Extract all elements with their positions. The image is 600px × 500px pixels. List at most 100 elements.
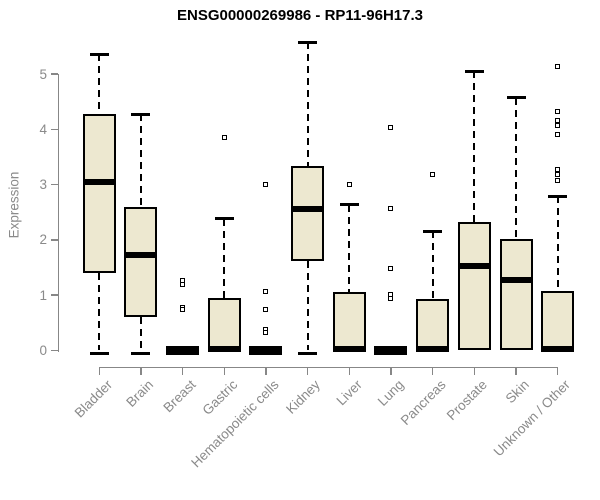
x-axis-label-skin: Skin bbox=[502, 377, 532, 407]
x-axis-tick bbox=[140, 368, 142, 375]
box-unknown-other bbox=[541, 290, 575, 351]
y-axis-tick-label: 0 bbox=[39, 343, 47, 358]
x-axis-label-gastric: Gastric bbox=[199, 377, 240, 418]
y-axis-tick-label: 1 bbox=[39, 287, 47, 303]
upper-whisker-bladder bbox=[98, 54, 101, 115]
median-gastric bbox=[207, 345, 241, 352]
outlier-liver bbox=[346, 182, 352, 188]
x-axis-tick bbox=[98, 368, 101, 375]
x-axis-tick bbox=[181, 368, 184, 375]
y-axis-tick bbox=[50, 128, 58, 131]
upper-whisker-cap-pancreas bbox=[423, 229, 443, 233]
upper-whisker-cap-gastric bbox=[214, 217, 234, 221]
x-axis-tick bbox=[306, 368, 309, 375]
x-axis-label-bladder: Bladder bbox=[71, 377, 115, 421]
x-axis-tick bbox=[390, 368, 392, 375]
median-pancreas bbox=[416, 345, 450, 352]
x-axis-label-lung: Lung bbox=[374, 377, 407, 409]
x-axis-tick bbox=[515, 368, 517, 375]
outlier-breast bbox=[180, 282, 186, 288]
box-gastric bbox=[207, 297, 241, 351]
median-unknown-other bbox=[541, 345, 575, 352]
box-brain bbox=[124, 206, 158, 318]
upper-whisker-gastric bbox=[223, 218, 226, 298]
upper-whisker-liver bbox=[348, 204, 351, 293]
median-brain bbox=[124, 252, 158, 259]
y-axis-tick-label: 4 bbox=[39, 121, 47, 137]
outlier-unknown-other bbox=[555, 109, 561, 115]
median-liver bbox=[332, 345, 366, 352]
median-prostate bbox=[457, 263, 491, 270]
box-pancreas bbox=[416, 299, 450, 351]
outlier-lung bbox=[388, 265, 394, 271]
x-axis-tick bbox=[223, 368, 226, 375]
upper-whisker-cap-liver bbox=[339, 203, 359, 206]
x-axis-label-unknown-other: Unknown / Other bbox=[491, 377, 574, 460]
x-axis-label-breast: Breast bbox=[160, 377, 199, 416]
lower-whisker-cap-bladder bbox=[89, 352, 109, 355]
upper-whisker-cap-brain bbox=[131, 112, 151, 116]
y-axis-tick-label: 3 bbox=[39, 177, 47, 193]
box-prostate bbox=[457, 221, 491, 351]
median-bladder bbox=[82, 179, 116, 186]
outlier-unknown-other bbox=[555, 117, 561, 123]
upper-whisker-unknown-other bbox=[556, 196, 559, 291]
x-axis-label-prostate: Prostate bbox=[443, 377, 490, 424]
upper-whisker-prostate bbox=[473, 71, 476, 222]
outlier-lung bbox=[388, 296, 394, 302]
outlier-hematopoietic-cells bbox=[263, 306, 269, 312]
upper-whisker-pancreas bbox=[431, 231, 434, 300]
lower-whisker-cap-kidney bbox=[298, 352, 318, 355]
outlier-hematopoietic-cells bbox=[263, 289, 269, 295]
y-axis-tick bbox=[50, 294, 58, 296]
outlier-hematopoietic-cells bbox=[263, 182, 269, 188]
upper-whisker-cap-bladder bbox=[89, 52, 109, 56]
chart-title: ENSG00000269986 - RP11-96H17.3 bbox=[176, 7, 423, 24]
median-breast bbox=[166, 346, 200, 353]
lower-whisker-brain bbox=[139, 317, 142, 351]
upper-whisker-brain bbox=[139, 114, 142, 207]
outlier-unknown-other bbox=[555, 166, 561, 172]
outlier-breast bbox=[180, 307, 186, 313]
upper-whisker-cap-skin bbox=[506, 96, 526, 100]
x-axis-tick bbox=[556, 368, 559, 375]
x-axis-label-kidney: Kidney bbox=[283, 377, 324, 417]
outlier-unknown-other bbox=[555, 172, 561, 178]
outlier-lung bbox=[388, 206, 394, 212]
y-axis-tick-label: 5 bbox=[39, 66, 47, 82]
y-axis-tick bbox=[50, 349, 58, 352]
y-axis-line bbox=[57, 73, 59, 352]
x-axis-label-brain: Brain bbox=[123, 377, 157, 410]
x-axis-tick bbox=[473, 368, 476, 375]
upper-whisker-cap-unknown-other bbox=[548, 194, 568, 198]
box-kidney bbox=[291, 166, 325, 261]
upper-whisker-kidney bbox=[306, 42, 309, 167]
y-axis-tick-label: 2 bbox=[39, 232, 47, 248]
outlier-unknown-other bbox=[555, 122, 561, 128]
outlier-unknown-other bbox=[555, 64, 561, 70]
outlier-unknown-other bbox=[555, 177, 561, 183]
median-lung bbox=[374, 346, 408, 353]
y-axis-tick bbox=[50, 73, 58, 75]
lower-whisker-bladder bbox=[98, 273, 101, 351]
box-liver bbox=[332, 292, 366, 351]
median-skin bbox=[499, 277, 533, 284]
y-axis-label: Expression bbox=[6, 171, 22, 239]
outlier-pancreas bbox=[430, 172, 436, 178]
x-axis-line bbox=[98, 366, 559, 368]
box-bladder bbox=[82, 114, 116, 274]
outlier-gastric bbox=[221, 135, 227, 141]
x-axis-tick bbox=[265, 368, 267, 375]
outlier-unknown-other bbox=[555, 132, 561, 138]
y-axis-tick bbox=[50, 239, 58, 241]
x-axis-label-liver: Liver bbox=[333, 377, 365, 409]
x-axis-tick bbox=[348, 368, 351, 375]
x-axis-label-pancreas: Pancreas bbox=[397, 377, 449, 428]
upper-whisker-cap-prostate bbox=[464, 69, 484, 73]
median-hematopoietic-cells bbox=[249, 346, 283, 353]
y-axis-tick bbox=[50, 183, 58, 186]
lower-whisker-cap-brain bbox=[131, 352, 151, 355]
lower-whisker-kidney bbox=[306, 260, 309, 351]
upper-whisker-cap-kidney bbox=[298, 40, 318, 44]
